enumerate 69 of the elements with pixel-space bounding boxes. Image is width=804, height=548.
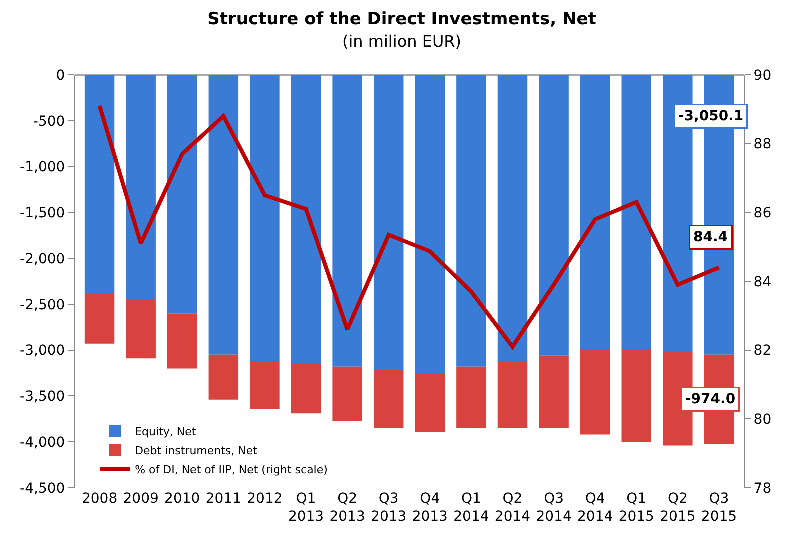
x-tick-label: 2012 [247, 491, 283, 507]
x-tick-label: Q3 2015 [701, 491, 738, 526]
bar [126, 75, 156, 299]
x-tick-label: 2008 [82, 491, 118, 507]
data-label: -3,050.1 [678, 108, 744, 124]
y2-tick-label: 80 [754, 412, 772, 428]
bar [415, 373, 446, 432]
bar [250, 75, 280, 362]
y2-tick-label: 84 [754, 274, 772, 290]
bar [291, 364, 322, 414]
x-tick-label: Q4 2013 [412, 491, 448, 526]
bar [168, 314, 198, 369]
x-tick-label: 2010 [164, 491, 200, 507]
bar [456, 75, 486, 367]
bar [291, 75, 322, 364]
bar [580, 75, 610, 350]
x-tick-label: Q3 2014 [536, 491, 572, 526]
chart-title: Structure of the Direct Investments, Net [208, 10, 596, 30]
bar [539, 75, 569, 356]
y2-tick-label: 86 [754, 206, 772, 222]
bar [456, 366, 486, 428]
y-tick-label: -4,500 [20, 480, 66, 497]
bar [332, 366, 362, 421]
bar [374, 370, 404, 428]
x-tick-label: Q3 2013 [371, 491, 407, 526]
bar [498, 75, 528, 362]
bar [539, 356, 569, 428]
x-tick-label: Q1 2015 [618, 491, 654, 526]
bar [84, 75, 115, 294]
chart-subtitle: (in milion EUR) [342, 32, 462, 51]
bar [126, 298, 156, 359]
x-tick-label: Q2 2015 [660, 491, 696, 526]
y-tick-label: -500 [33, 114, 66, 130]
bar [84, 293, 115, 344]
x-tick-label: 2011 [206, 491, 242, 507]
legend-label: Equity, Net [135, 426, 197, 439]
y-tick-label: 0 [56, 68, 66, 84]
bar [415, 75, 446, 374]
y-tick-label: -1,500 [20, 206, 66, 222]
x-tick-label: Q4 2014 [578, 491, 614, 526]
y-tick-label: -2,000 [20, 251, 66, 268]
legend-label: Debt instruments, Net [135, 444, 258, 458]
bar [580, 349, 610, 435]
y2-tick-label: 90 [754, 68, 772, 84]
x-tick-label: 2009 [123, 491, 159, 507]
bar [622, 349, 652, 442]
legend-label: % of DI, Net of IIP, Net (right scale) [135, 464, 328, 477]
y-tick-label: -4,000 [20, 435, 66, 452]
y-tick-label: -3,500 [20, 389, 66, 406]
bar [250, 361, 280, 410]
x-tick-label: Q2 2013 [330, 491, 366, 526]
x-tick-label: Q1 2013 [288, 491, 324, 526]
bar [374, 75, 404, 371]
bar [622, 75, 652, 350]
x-tick-label: Q2 2014 [494, 491, 531, 526]
y2-tick-label: 88 [754, 136, 772, 153]
y-tick-label: -2,500 [20, 297, 66, 314]
bar [332, 75, 362, 367]
data-label: -974.0 [686, 392, 736, 408]
x-tick-label: Q1 2014 [454, 491, 490, 526]
bar [498, 361, 528, 428]
bar [168, 75, 198, 314]
y2-tick-label: 82 [754, 343, 772, 360]
bar [208, 354, 239, 400]
bar [208, 75, 239, 355]
y2-tick-label: 78 [754, 480, 772, 497]
data-label: 84.4 [694, 230, 728, 246]
y-tick-label: -3,000 [20, 343, 66, 360]
y-tick-label: -1,000 [20, 160, 66, 176]
